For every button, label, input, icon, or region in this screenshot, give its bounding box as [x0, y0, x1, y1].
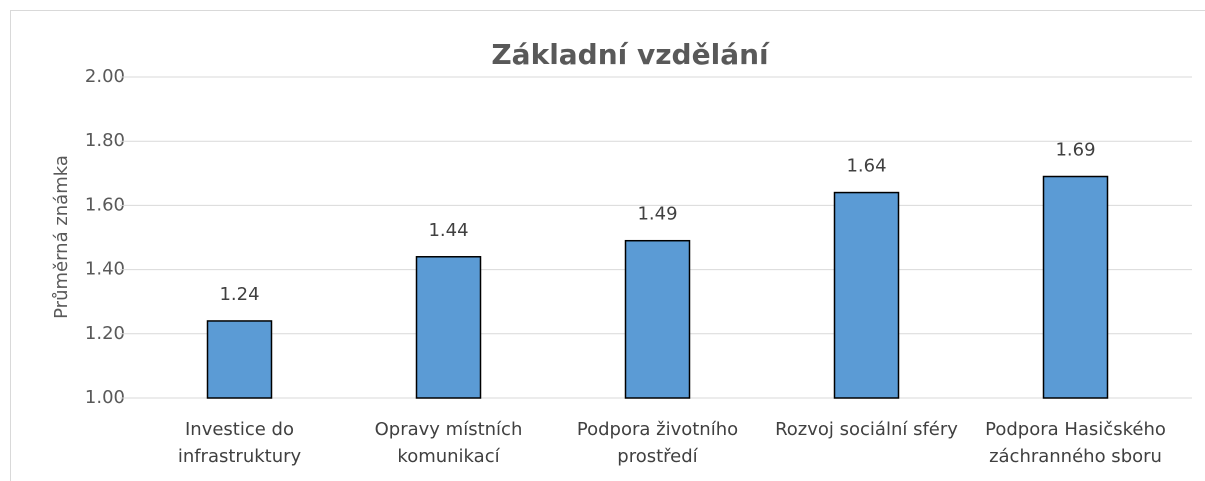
- data-label: 1.49: [637, 204, 677, 225]
- bar: [206, 320, 273, 399]
- bar: [415, 256, 482, 399]
- data-label: 1.24: [219, 284, 259, 305]
- y-tick-label: 1.80: [85, 130, 125, 151]
- y-tick-label: 1.20: [85, 323, 125, 344]
- chart-title: Základní vzdělání: [491, 38, 770, 71]
- y-tick-label: 1.60: [85, 194, 125, 215]
- data-label: 1.44: [428, 220, 468, 241]
- x-tick-label: Investice do infrastruktury: [177, 419, 302, 467]
- y-tick-label: 1.40: [85, 259, 125, 280]
- y-axis-label: Průměrná známka: [51, 155, 72, 319]
- data-label: 1.64: [846, 156, 886, 177]
- bar: [833, 191, 900, 399]
- data-label: 1.69: [1055, 140, 1095, 161]
- x-tick-label: Podpora životního prostředí: [576, 419, 739, 467]
- bar: [624, 239, 691, 399]
- y-tick-label: 2.00: [85, 66, 125, 87]
- y-tick-label: 1.00: [85, 387, 125, 408]
- x-tick-label: Opravy místních komunikací: [374, 419, 523, 467]
- x-tick-label: Podpora Hasičského záchranného sboru: [985, 419, 1166, 467]
- x-tick-label: Rozvoj sociální sféry: [775, 419, 958, 440]
- chart-border: [10, 10, 1205, 481]
- bar: [1042, 175, 1109, 399]
